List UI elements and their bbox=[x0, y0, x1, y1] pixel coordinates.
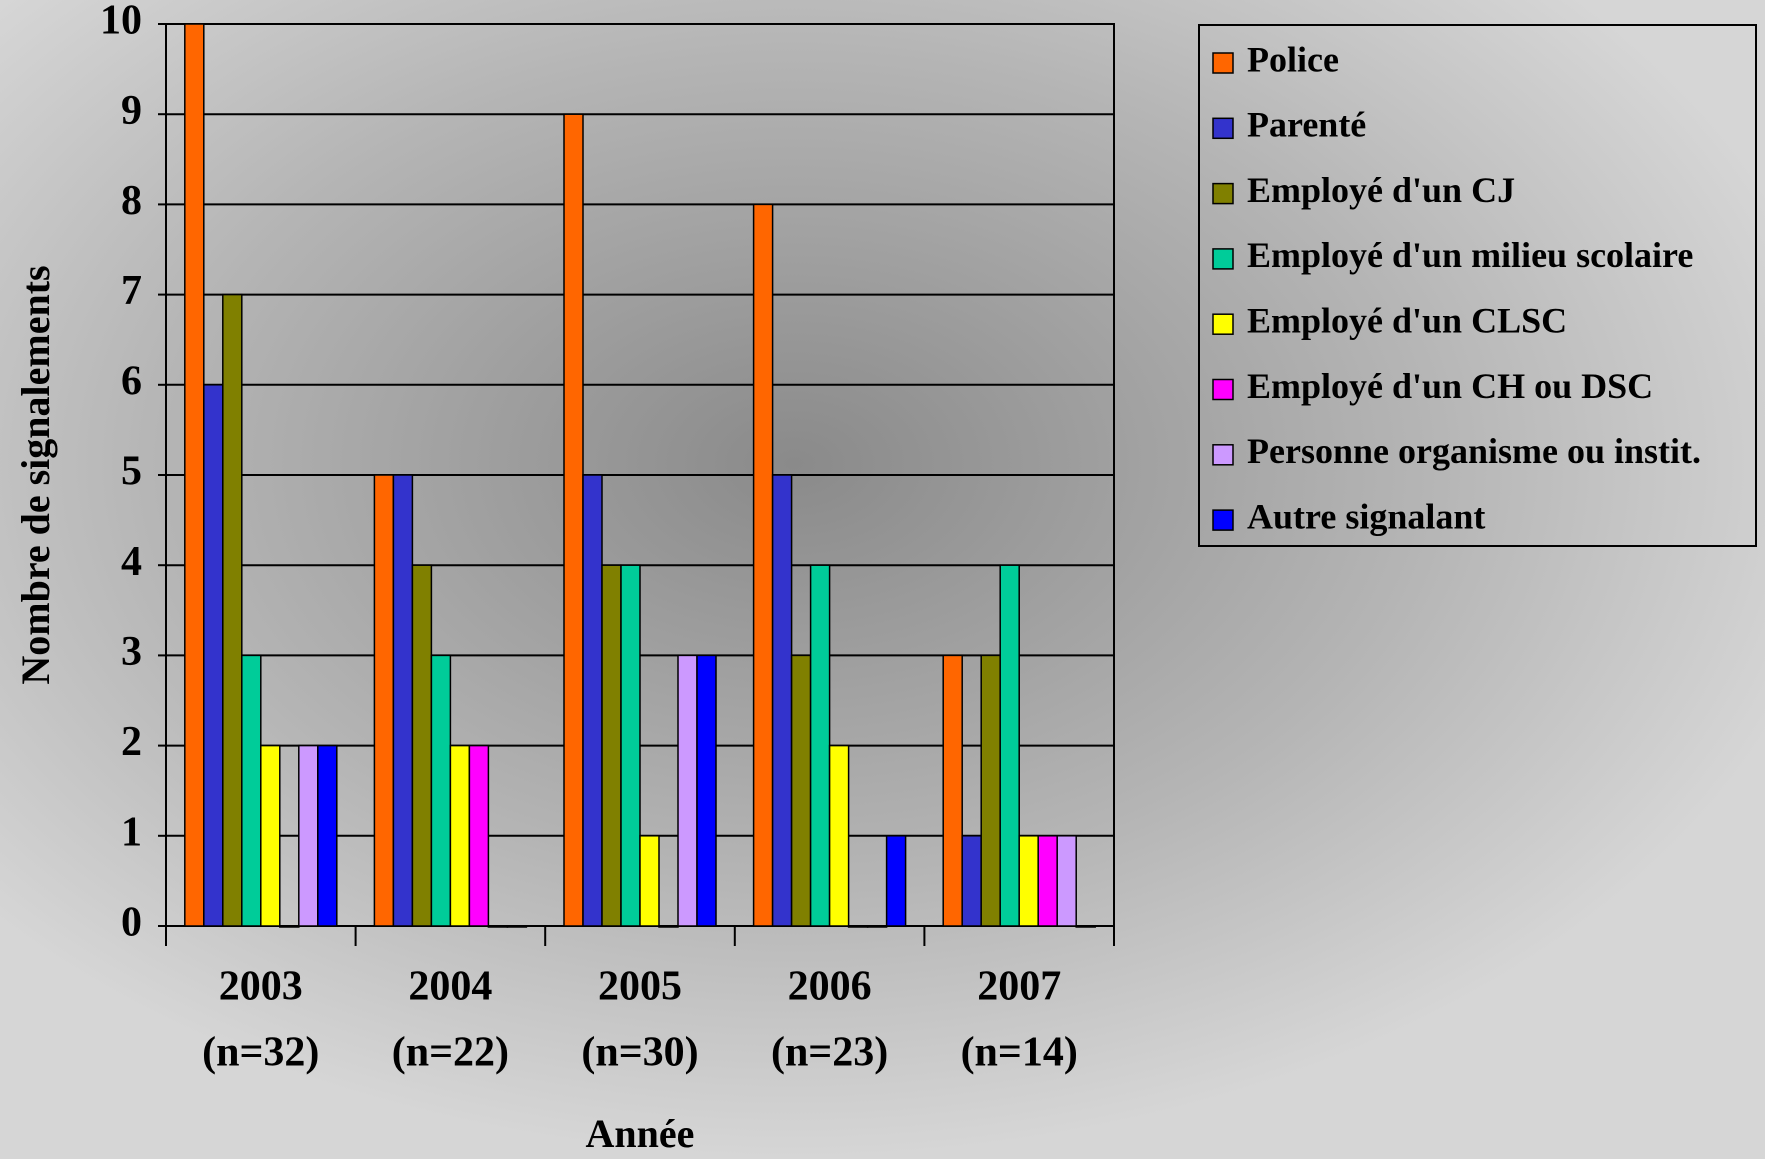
y-tick-label: 4 bbox=[121, 539, 142, 585]
bar bbox=[582, 474, 603, 927]
bar bbox=[847, 925, 869, 928]
x-tick-label: 2006 bbox=[788, 964, 872, 1010]
bar bbox=[828, 744, 850, 927]
bar bbox=[658, 925, 679, 928]
bar bbox=[1056, 835, 1077, 927]
bar bbox=[563, 113, 584, 927]
bar bbox=[885, 835, 907, 927]
x-tick-label: (n=30) bbox=[581, 1030, 698, 1076]
bar bbox=[260, 744, 281, 927]
legend-swatch bbox=[1212, 378, 1234, 401]
x-tick-label: 2003 bbox=[219, 964, 303, 1010]
legend-label: Employé d'un CH ou DSC bbox=[1247, 366, 1653, 406]
legend-swatch bbox=[1212, 117, 1234, 140]
bar bbox=[222, 293, 243, 927]
legend-swatch bbox=[1212, 444, 1234, 466]
bar bbox=[468, 744, 490, 927]
y-tick-label: 6 bbox=[121, 358, 142, 404]
bar bbox=[752, 203, 774, 927]
legend-label: Employé d'un milieu scolaire bbox=[1247, 235, 1693, 275]
bar bbox=[790, 654, 812, 927]
bar bbox=[487, 925, 509, 928]
bar bbox=[999, 564, 1020, 927]
bar bbox=[1037, 835, 1058, 927]
legend-label: Employé d'un CLSC bbox=[1247, 300, 1567, 340]
bar bbox=[430, 654, 452, 927]
y-tick-label: 1 bbox=[121, 809, 142, 855]
bar bbox=[961, 835, 982, 927]
x-tick-label: (n=14) bbox=[961, 1030, 1078, 1076]
legend-swatch bbox=[1212, 182, 1234, 205]
x-tick-label: (n=32) bbox=[202, 1030, 319, 1076]
bar bbox=[411, 564, 433, 927]
bar bbox=[809, 564, 831, 927]
bar bbox=[506, 925, 528, 928]
y-axis-title: Nombre de signalements bbox=[13, 265, 58, 684]
y-tick-label: 8 bbox=[121, 178, 142, 224]
y-tick-label: 10 bbox=[100, 0, 142, 44]
y-tick-label: 7 bbox=[121, 268, 142, 314]
bar bbox=[1018, 835, 1039, 927]
y-tick-label: 9 bbox=[121, 88, 142, 134]
legend-swatch bbox=[1212, 313, 1234, 335]
x-tick-label: 2007 bbox=[977, 964, 1061, 1010]
legend-label: Parenté bbox=[1247, 105, 1366, 145]
bar bbox=[620, 564, 641, 927]
legend-swatch bbox=[1212, 509, 1234, 531]
bar bbox=[677, 654, 698, 927]
legend-label: Employé d'un CJ bbox=[1247, 170, 1515, 210]
bar bbox=[866, 925, 888, 928]
legend-label: Personne organisme ou instit. bbox=[1247, 431, 1701, 471]
legend-swatch bbox=[1212, 248, 1234, 270]
y-tick-label: 5 bbox=[121, 449, 142, 495]
bar bbox=[639, 835, 660, 927]
bar bbox=[392, 474, 414, 927]
x-tick-label: (n=22) bbox=[392, 1030, 509, 1076]
legend-label: Police bbox=[1247, 39, 1339, 79]
bar bbox=[1075, 925, 1096, 928]
bar bbox=[298, 744, 319, 927]
bar bbox=[601, 564, 622, 927]
bar bbox=[184, 23, 205, 927]
bar bbox=[317, 744, 338, 927]
x-tick-label: (n=23) bbox=[771, 1030, 888, 1076]
legend-swatch bbox=[1212, 52, 1234, 74]
legend-label: Autre signalant bbox=[1247, 496, 1485, 536]
y-tick-label: 3 bbox=[121, 629, 142, 675]
bar bbox=[980, 654, 1001, 927]
bar bbox=[696, 654, 717, 927]
bar bbox=[241, 654, 262, 927]
bar bbox=[771, 474, 793, 927]
x-axis-title: Année bbox=[586, 1111, 695, 1156]
legend bbox=[1198, 24, 1757, 547]
y-tick-label: 2 bbox=[121, 719, 142, 765]
bar bbox=[373, 474, 395, 927]
x-tick-label: 2005 bbox=[598, 964, 682, 1010]
bar bbox=[203, 384, 224, 927]
bar bbox=[279, 925, 300, 928]
bar bbox=[942, 654, 963, 927]
bar bbox=[449, 744, 471, 927]
x-tick-label: 2004 bbox=[408, 964, 492, 1010]
y-tick-label: 0 bbox=[121, 900, 142, 946]
